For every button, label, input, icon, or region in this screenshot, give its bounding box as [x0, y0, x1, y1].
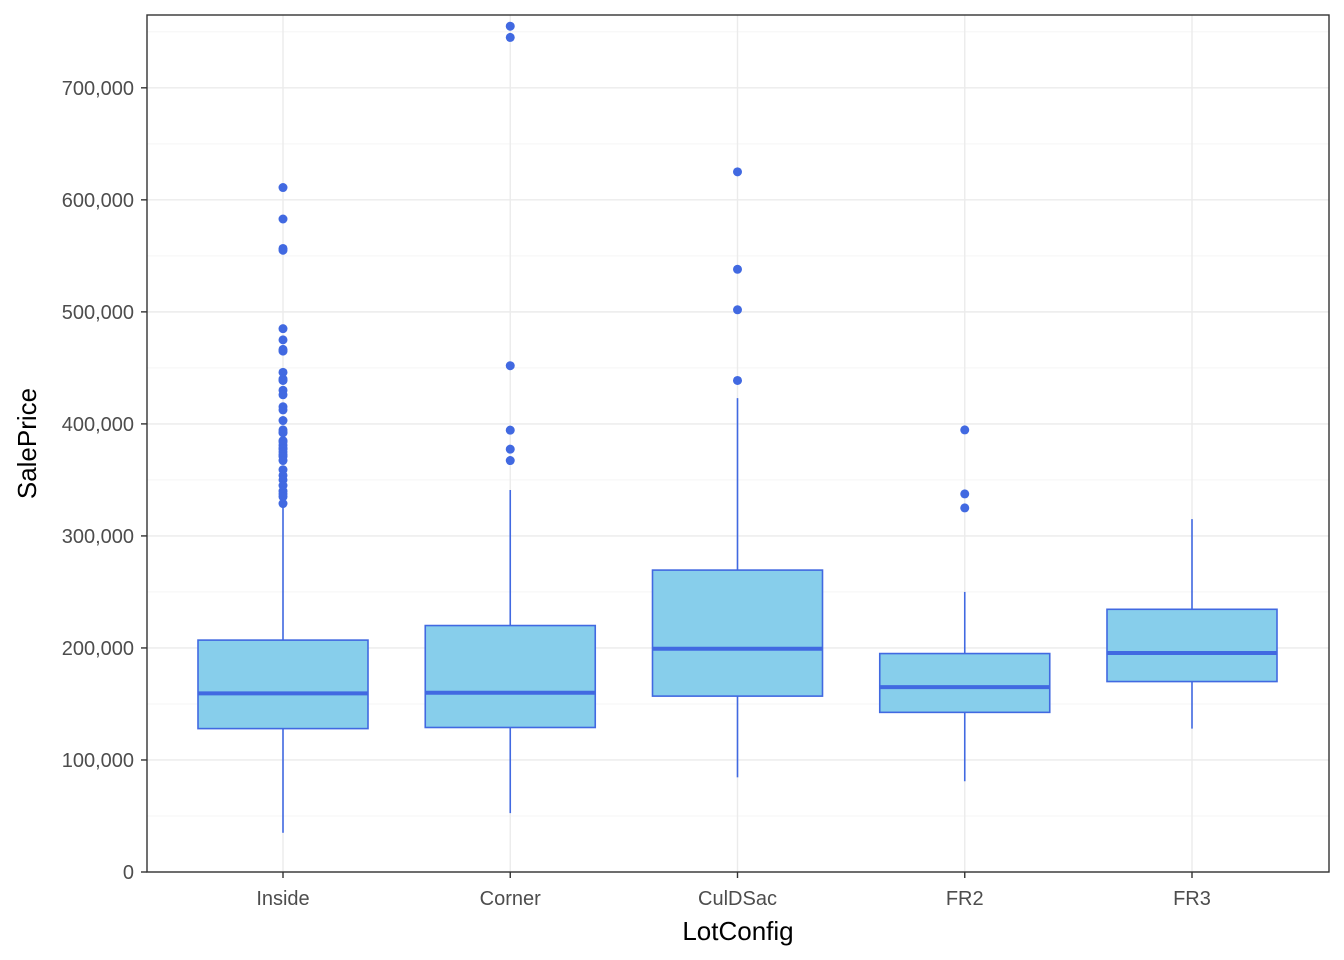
box-iqr [878, 652, 1051, 714]
outlier-point [278, 183, 288, 193]
x-tick-label: CulDSac [698, 888, 777, 910]
outlier-point [733, 305, 742, 315]
outlier-point [278, 324, 288, 334]
y-tick-label: 400,000 [62, 414, 134, 436]
outlier-point [278, 492, 288, 502]
outlier-point [960, 489, 970, 499]
outlier-point [278, 499, 288, 509]
x-tick-label: Inside [256, 888, 309, 910]
x-tick-label: FR3 [1173, 888, 1211, 910]
x-tick-label: FR2 [946, 888, 984, 910]
outlier-point [278, 428, 288, 438]
boxes-layer [197, 398, 1278, 833]
box-corner [424, 489, 597, 814]
y-tick-label: 100,000 [62, 750, 134, 772]
outlier-point [278, 367, 288, 377]
y-tick-label: 500,000 [62, 302, 134, 324]
y-tick-label: 700,000 [62, 78, 134, 100]
box-iqr [197, 639, 369, 730]
outlier-point [278, 416, 288, 426]
outlier-point [505, 425, 515, 435]
outlier-point [733, 264, 742, 274]
y-axis-title: SalePrice [12, 388, 42, 499]
outlier-point [505, 32, 515, 42]
outlier-point [960, 425, 970, 435]
outlier-point [278, 245, 288, 255]
outlier-point [733, 167, 742, 177]
y-tick-label: 300,000 [62, 526, 134, 548]
outlier-point [278, 405, 288, 415]
box-fr3 [1106, 519, 1278, 729]
outlier-point [733, 375, 742, 385]
outlier-point [278, 346, 288, 356]
outlier-point [505, 444, 515, 454]
box-iqr [651, 569, 824, 697]
outlier-point [278, 214, 288, 224]
outlier-point [278, 456, 288, 466]
outlier-point [278, 375, 288, 385]
outlier-point [505, 456, 515, 466]
outlier-point [278, 390, 288, 400]
y-axis: 0 100,000 200,000 300,000 400,000 500,000 600,… [62, 78, 147, 884]
y-tick-label: 0 [123, 862, 134, 884]
box-inside [197, 504, 369, 833]
y-tick-label: 600,000 [62, 190, 134, 212]
outlier-point [278, 335, 288, 345]
outlier-point [960, 503, 970, 513]
box-iqr [1106, 608, 1278, 683]
outliers-layer [278, 21, 970, 513]
x-axis-title: LotConfig [682, 916, 793, 946]
y-tick-label: 200,000 [62, 638, 134, 660]
x-axis: Inside Corner CulDSac FR2 FR3 [256, 872, 1211, 910]
box-culdsac [651, 398, 824, 778]
x-tick-label: Corner [480, 888, 541, 910]
outlier-point [505, 21, 515, 31]
box-fr2 [878, 591, 1051, 782]
box-iqr [424, 624, 597, 729]
outlier-point [505, 361, 515, 371]
